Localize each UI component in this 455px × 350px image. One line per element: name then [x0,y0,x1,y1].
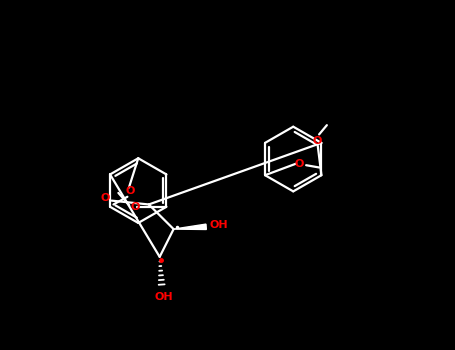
Polygon shape [174,224,207,230]
Text: O: O [131,202,140,212]
Text: O: O [313,135,322,146]
Text: OH: OH [209,220,228,230]
Text: O: O [125,186,134,196]
Text: OH: OH [154,292,173,302]
Text: O: O [294,159,304,169]
Text: O: O [101,193,110,203]
